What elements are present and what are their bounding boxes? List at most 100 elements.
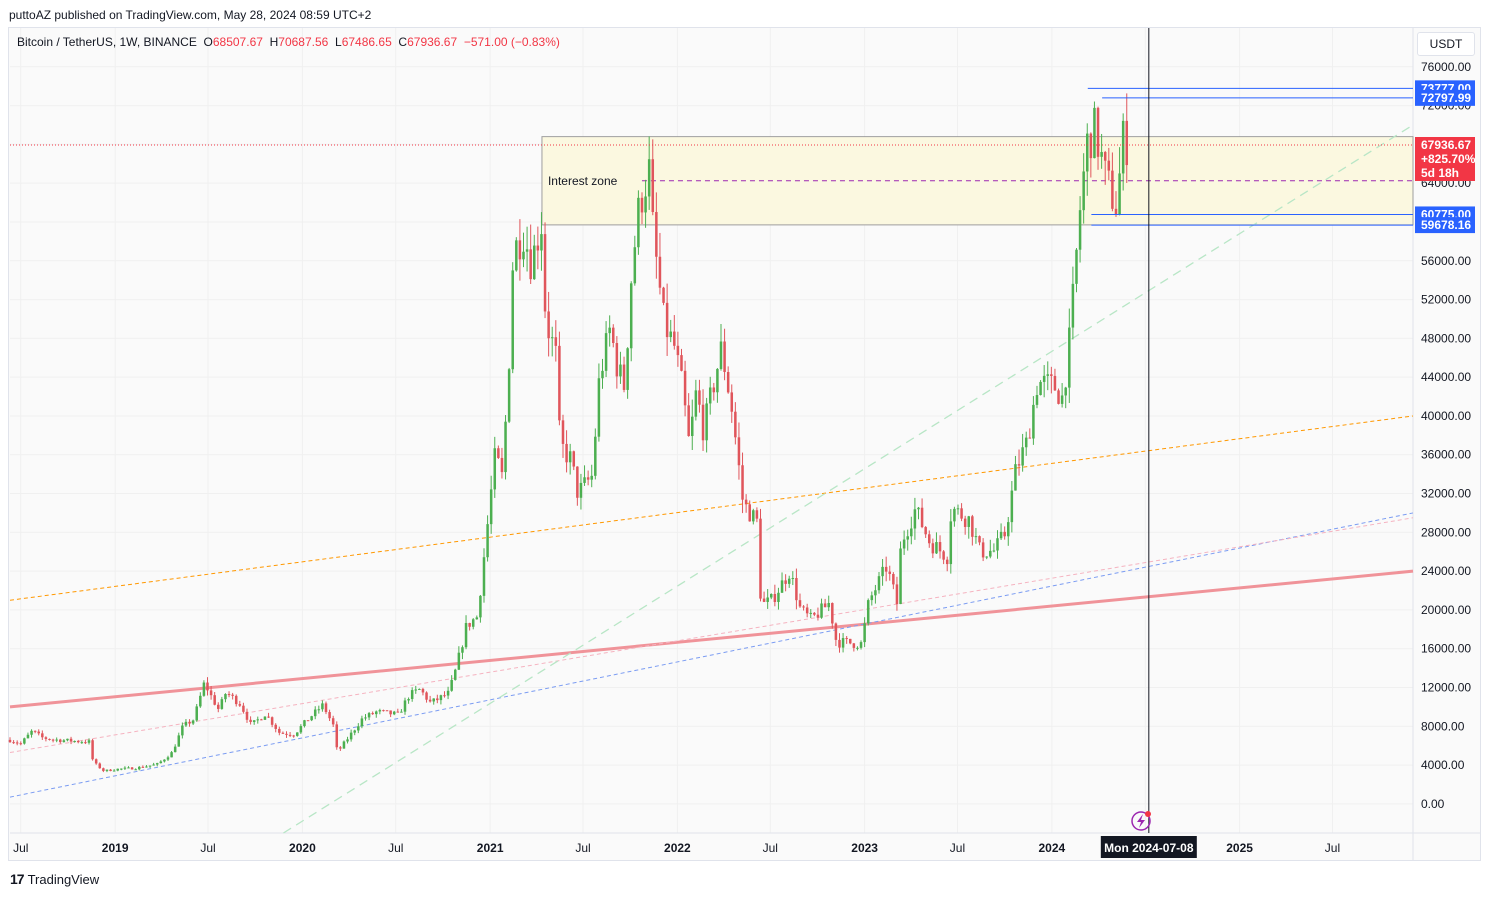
candle [213, 692, 216, 706]
candle [770, 593, 773, 600]
candle [597, 363, 601, 442]
candle-body [795, 578, 798, 601]
candle-body [683, 370, 687, 406]
candle-body [479, 595, 482, 618]
candle [188, 719, 191, 727]
candle-body [1039, 381, 1042, 396]
candle-body [935, 542, 938, 554]
candle [116, 768, 119, 772]
candle-body [76, 740, 80, 743]
candle-body [658, 256, 662, 288]
candle-body [928, 534, 931, 544]
candle-body [877, 576, 881, 591]
candle [565, 430, 568, 473]
candle [902, 530, 906, 555]
candle [759, 508, 762, 602]
candle [978, 535, 981, 546]
candle [450, 675, 453, 692]
candle-body [612, 327, 615, 344]
candle [385, 710, 389, 712]
candle [231, 692, 234, 700]
candle-body [518, 240, 522, 260]
candle [1068, 308, 1071, 403]
candle [76, 739, 80, 744]
candle [1096, 106, 1100, 170]
candle [773, 584, 777, 607]
candle [511, 262, 514, 374]
candle [48, 738, 51, 741]
candle-body [708, 387, 712, 404]
candle [389, 710, 392, 718]
candle-body [353, 730, 356, 733]
candle [809, 609, 813, 619]
currency-button[interactable]: USDT [1417, 32, 1475, 56]
candle [155, 762, 159, 767]
candle [669, 319, 672, 343]
candle-body [780, 580, 784, 593]
candle-body [217, 704, 220, 709]
candle [1078, 196, 1082, 263]
trend-line-pink [9, 517, 1414, 753]
candle [202, 680, 206, 697]
candle-body [737, 437, 741, 466]
candle-body [102, 768, 105, 771]
price-tick-label: 56000.00 [1421, 254, 1471, 268]
candle [1039, 380, 1042, 396]
candle-body [321, 703, 324, 710]
footer-brand[interactable]: TradingView [27, 871, 100, 887]
symbol-name[interactable]: Bitcoin / TetherUS, 1W, BINANCE [17, 35, 197, 49]
candle-body [184, 721, 188, 726]
candle [1111, 152, 1114, 212]
candle [410, 687, 414, 702]
candle [392, 710, 396, 716]
candle [586, 470, 590, 486]
candle [863, 617, 866, 648]
candle [845, 635, 848, 644]
candle [367, 711, 371, 721]
candle-body [1114, 208, 1118, 215]
candle [831, 602, 834, 629]
candle-body [730, 392, 734, 412]
candle-body [529, 249, 532, 280]
level-badge [1415, 89, 1475, 106]
candle-body [281, 732, 285, 734]
candle [292, 734, 295, 738]
candle [673, 315, 676, 350]
candle [278, 726, 281, 736]
candle [59, 738, 62, 744]
candle-body [260, 719, 263, 721]
tradingview-logo-icon[interactable]: 17 [10, 871, 25, 887]
symbol-legend: Bitcoin / TetherUS, 1W, BINANCE O68507.6… [17, 35, 560, 49]
time-tick-label: Jul [763, 841, 778, 855]
trend-line-green [283, 124, 1414, 834]
candle [80, 740, 84, 744]
candle [795, 568, 798, 610]
candle-body [866, 600, 870, 624]
candle [841, 633, 845, 653]
candle-body [428, 699, 432, 702]
candle-body [945, 559, 949, 565]
lightning-icon[interactable] [1131, 811, 1151, 831]
candle [159, 760, 163, 764]
current-change-label: +825.70% [1421, 152, 1476, 166]
candle [281, 731, 285, 735]
candle [148, 765, 152, 769]
candle-body [1003, 531, 1006, 537]
candle-body [19, 743, 23, 745]
candle [985, 556, 988, 560]
candle-body [590, 475, 593, 480]
candle-body [145, 766, 148, 768]
candle-body [436, 698, 439, 701]
candle-body [324, 703, 328, 713]
candle-body [306, 720, 310, 722]
candle [234, 694, 238, 707]
candle [421, 687, 425, 696]
candle-body [899, 548, 902, 605]
candle [321, 700, 324, 712]
candle-body [1021, 447, 1024, 466]
candle [748, 500, 751, 522]
candle-body [375, 711, 378, 715]
candle-body [486, 524, 489, 558]
candle [26, 732, 30, 739]
